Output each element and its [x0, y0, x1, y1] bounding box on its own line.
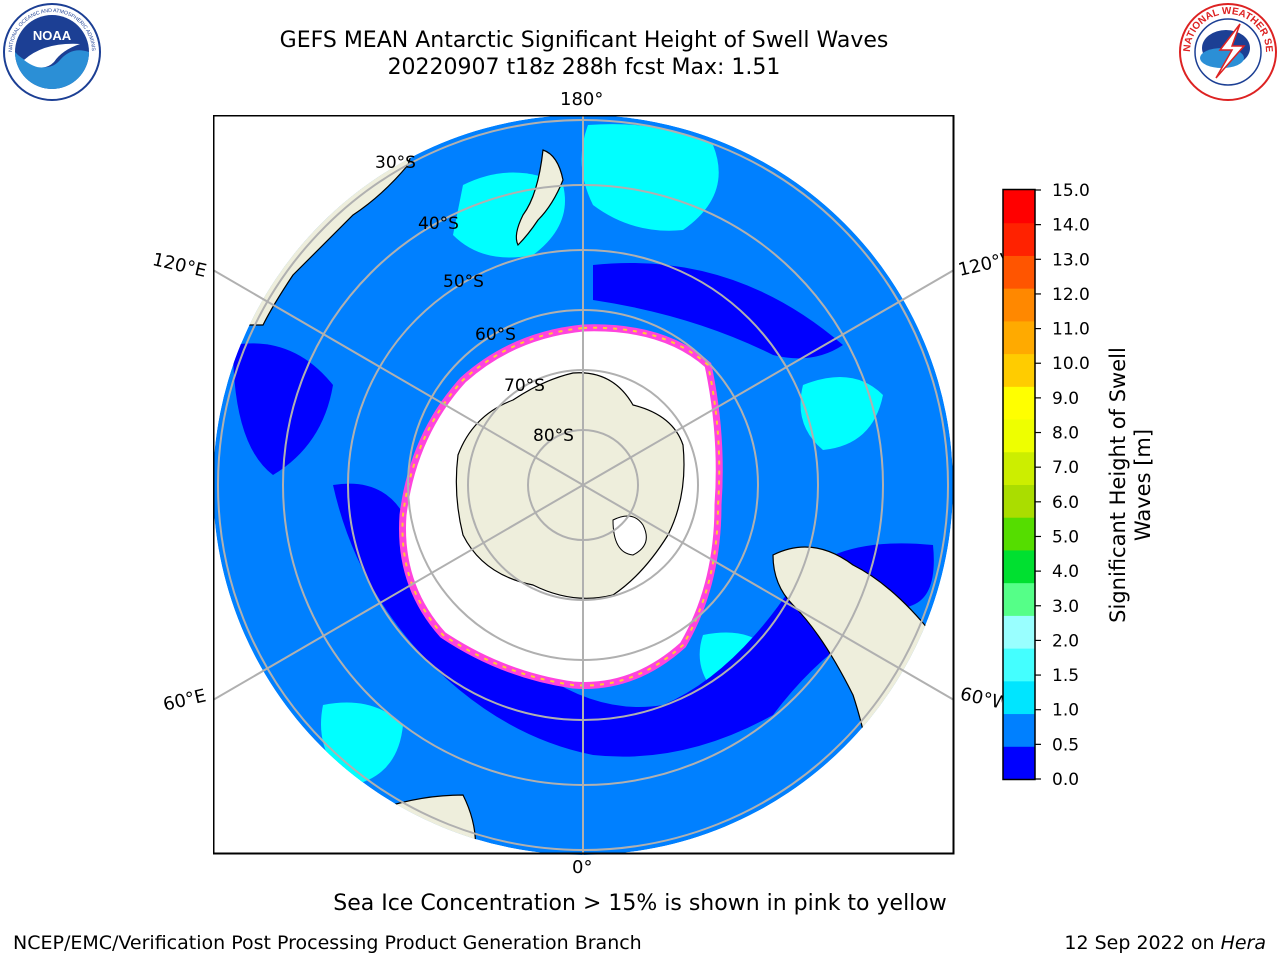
- date-prefix: 12 Sep 2022 on: [1064, 932, 1221, 954]
- colorbar-bin: [1003, 680, 1035, 715]
- colorbar-tick-label: 10.0: [1052, 354, 1090, 374]
- colorbar-tick-label: 0.5: [1052, 735, 1079, 755]
- colorbar-tick-label: 1.0: [1052, 701, 1079, 721]
- colorbar-bin: [1003, 353, 1035, 387]
- lon-label-0: 0°: [572, 857, 593, 878]
- lat-label-50s: 50°S: [443, 272, 484, 292]
- colorbar-bin: [1003, 222, 1035, 256]
- colorbar-tick-label: 6.0: [1052, 493, 1079, 513]
- colorbar-bin: [1003, 419, 1035, 453]
- colorbar-bin: [1003, 746, 1035, 780]
- colorbar-label: Significant Height of Swell Waves [m]: [1106, 347, 1155, 623]
- colorbar-tick-label: 3.0: [1052, 597, 1079, 617]
- colorbar-tick-label: 15.0: [1052, 181, 1090, 201]
- date-text: 12 Sep 2022 on Hera: [1064, 932, 1266, 954]
- chart-subtitle: 20220907 t18z 288h fcst Max: 1.51: [387, 55, 781, 80]
- nws-logo-icon: NATIONAL WEATHER SERVICE: [1178, 2, 1277, 101]
- colorbar-bin: [1003, 517, 1035, 551]
- lon-label-60w: 60°W: [958, 683, 1004, 714]
- polar-map: 30°S 40°S 50°S 60°S 70°S 80°S: [213, 115, 955, 855]
- colorbar-bin: [1003, 320, 1035, 355]
- svg-text:NOAA: NOAA: [33, 28, 72, 43]
- colorbar-tick-label: 8.0: [1052, 424, 1079, 444]
- colorbar-tick-label: 2.0: [1052, 631, 1079, 651]
- colorbar-bin: [1003, 484, 1035, 518]
- lat-label-60s: 60°S: [475, 325, 516, 345]
- lat-label-30s: 30°S: [375, 153, 416, 173]
- lon-label-120e: 120°E: [150, 249, 209, 282]
- swell-high-patch: [321, 702, 403, 785]
- lat-label-80s: 80°S: [533, 426, 574, 446]
- graticule: [213, 115, 955, 855]
- lon-label-180: 180°: [560, 89, 604, 110]
- colorbar-tick-label: 7.0: [1052, 458, 1079, 478]
- map-frame: [213, 115, 955, 855]
- swell-high-patch: [581, 124, 719, 231]
- colorbar-bin: [1003, 648, 1035, 682]
- chart-title: GEFS MEAN Antarctic Significant Height o…: [279, 28, 889, 53]
- colorbar-bin: [1003, 386, 1035, 420]
- swell-low-band: [233, 343, 333, 475]
- colorbar-tick-label: 0.0: [1052, 770, 1079, 790]
- machine-name: Hera: [1220, 932, 1266, 954]
- colorbar-tick-label: 1.5: [1052, 666, 1079, 686]
- colorbar-bin: [1003, 288, 1035, 322]
- new-zealand-land: [515, 149, 564, 247]
- colorbar-bin: [1003, 451, 1035, 485]
- colorbar-bin: [1003, 713, 1035, 747]
- colorbar-bin: [1003, 255, 1035, 289]
- lat-label-70s: 70°S: [504, 376, 545, 396]
- sea-ice-edge-yellow: [401, 326, 721, 687]
- colorbar-tick-label: 13.0: [1052, 250, 1090, 270]
- swell-high-patch: [800, 377, 883, 450]
- swell-low-band: [593, 262, 843, 359]
- colorbar-tick-label: 9.0: [1052, 389, 1079, 409]
- colorbar-tick-label: 11.0: [1052, 320, 1090, 340]
- colorbar-bin: [1003, 549, 1035, 584]
- colorbar-tick-label: 5.0: [1052, 527, 1079, 547]
- swell-low-band: [333, 483, 934, 757]
- lon-label-60e: 60°E: [161, 685, 209, 716]
- colorbar-tick-label: 4.0: [1052, 562, 1079, 582]
- noaa-logo-icon: NOAA NATIONAL OCEANIC AND ATMOSPHERIC AD…: [2, 2, 101, 101]
- lat-label-40s: 40°S: [418, 214, 459, 234]
- ice-caption: Sea Ice Concentration > 15% is shown in …: [333, 891, 947, 916]
- colorbar-tick-label: 12.0: [1052, 285, 1090, 305]
- colorbar-bin: [1003, 190, 1035, 224]
- credit-text: NCEP/EMC/Verification Post Processing Pr…: [13, 932, 642, 954]
- colorbar: 0.0 0.5 1.0 1.5 2.0 3.0 4.0 5.0 6.0 7.0 8.0 9.0 10.0…: [1002, 181, 1090, 790]
- colorbar-tick-label: 14.0: [1052, 216, 1090, 236]
- colorbar-bin: [1003, 582, 1035, 616]
- colorbar-bin: [1003, 615, 1035, 649]
